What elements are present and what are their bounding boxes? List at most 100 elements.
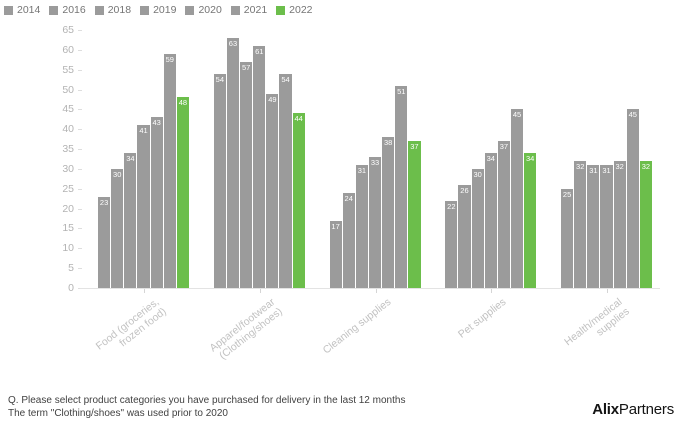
- bar-2014-pet-supplies: 22: [445, 200, 458, 288]
- bar-2020-food-groceries-frozen-food: 43: [150, 117, 163, 288]
- y-axis-tick-mark: [78, 228, 82, 230]
- legend-swatch-icon: [276, 5, 286, 15]
- x-axis-tick-mark: [259, 289, 261, 293]
- bar-2020-cleaning-supplies: 38: [382, 137, 395, 288]
- bar-2021-pet-supplies: 45: [510, 109, 524, 288]
- legend-item-2016: 2016: [49, 4, 86, 16]
- legend-label: 2019: [153, 4, 177, 16]
- bar-value-label: 25: [562, 189, 572, 199]
- y-axis-tick-label: 65: [62, 24, 74, 36]
- logo-text-regular: Partners: [618, 401, 674, 418]
- bar-2014-food-groceries-frozen-food: 23: [98, 196, 111, 288]
- bar-2022-cleaning-supplies: 37: [408, 141, 421, 288]
- category-label-pet-supplies: Pet supplies: [456, 296, 509, 341]
- legend-item-2020: 2020: [185, 4, 222, 16]
- legend-item-2021: 2021: [230, 4, 268, 16]
- bar-value-label: 31: [357, 165, 367, 175]
- category-label-health-medical-supplies: Health/medical supplies: [562, 296, 632, 349]
- bar-2018-cleaning-supplies: 31: [355, 164, 368, 288]
- bar-value-label: 23: [99, 197, 109, 207]
- legend-label: 2014: [17, 4, 41, 16]
- bar-value-label: 54: [281, 74, 290, 84]
- bar-2022-pet-supplies: 34: [524, 153, 537, 288]
- footnote-question: Q. Please select product categories you …: [8, 395, 406, 406]
- bar-value-label: 44: [294, 114, 303, 124]
- bar-value-label: 17: [331, 221, 340, 231]
- bar-2014-health-medical-supplies: 25: [561, 188, 574, 288]
- legend-swatch-icon: [185, 5, 195, 15]
- bar-value-label: 38: [383, 138, 393, 148]
- x-axis-line: [80, 288, 660, 289]
- bar-value-label: 37: [410, 142, 419, 152]
- y-axis-tick-label: 15: [62, 222, 74, 235]
- bar-2022-health-medical-supplies: 32: [639, 160, 653, 288]
- x-axis-tick-mark: [375, 289, 377, 293]
- bar-value-label: 54: [215, 74, 225, 84]
- bar-2021-cleaning-supplies: 51: [395, 85, 408, 288]
- bar-value-label: 51: [397, 86, 406, 96]
- bar-2016-food-groceries-frozen-food: 30: [111, 168, 124, 288]
- y-axis-tick-mark: [78, 69, 82, 71]
- footnote: Q. Please select product categories you …: [8, 394, 405, 420]
- logo-text-bold: Alix: [592, 401, 619, 418]
- bar-2021-health-medical-supplies: 45: [626, 109, 639, 288]
- legend-swatch-icon: [49, 5, 59, 15]
- y-axis-tick-label: 30: [62, 162, 74, 175]
- x-axis-tick-mark: [491, 289, 493, 293]
- footnote-note: The term "Clothing/shoes" was used prior…: [8, 408, 228, 419]
- y-axis-tick-label: 50: [62, 83, 74, 96]
- y-axis-tick-mark: [78, 149, 82, 151]
- y-axis-tick-mark: [78, 168, 82, 170]
- bar-value-label: 45: [628, 110, 637, 120]
- legend-label: 2016: [62, 4, 86, 16]
- bar-value-label: 33: [370, 158, 380, 167]
- bar-value-label: 41: [139, 126, 148, 136]
- y-axis-tick-label: 10: [62, 242, 74, 255]
- y-axis-tick-mark: [78, 30, 82, 31]
- bar-2022-food-groceries-frozen-food: 48: [176, 97, 190, 288]
- bar-value-label: 32: [615, 161, 624, 171]
- bar-value-label: 32: [576, 161, 585, 171]
- y-axis-tick-mark: [78, 268, 82, 270]
- alixpartners-logo: AlixPartners: [592, 401, 674, 418]
- bar-value-label: 37: [499, 142, 509, 152]
- y-axis-tick-label: 45: [62, 103, 74, 116]
- bar-value-label: 59: [165, 54, 174, 64]
- bar-2016-pet-supplies: 26: [458, 184, 471, 288]
- bar-value-label: 31: [589, 165, 598, 175]
- legend-label: 2021: [243, 4, 268, 16]
- y-axis-tick-label: 0: [68, 282, 74, 294]
- y-axis-tick-mark: [78, 208, 82, 210]
- bar-2014-apparel-footwear-clothing-shoes: 54: [213, 73, 226, 288]
- bar-2019-pet-supplies: 34: [484, 153, 497, 288]
- bar-value-label: 34: [486, 154, 495, 164]
- y-axis-tick-label: 5: [68, 262, 74, 275]
- legend-swatch-icon: [94, 5, 104, 15]
- category-label-apparel-footwear-clothing-shoes: Apparel/footwear (Clothing/shoes): [207, 296, 285, 362]
- bar-value-label: 24: [344, 193, 353, 203]
- legend-item-2019: 2019: [140, 4, 176, 16]
- category-label-cleaning-supplies: Cleaning supplies: [320, 296, 393, 357]
- bar-2021-food-groceries-frozen-food: 59: [163, 53, 176, 288]
- bar-2018-pet-supplies: 30: [471, 168, 484, 288]
- x-axis-tick-mark: [144, 289, 145, 293]
- y-axis-tick-mark: [78, 89, 82, 91]
- bar-2020-pet-supplies: 37: [497, 141, 510, 288]
- y-axis-tick-label: 60: [62, 43, 74, 56]
- y-axis-tick-mark: [78, 248, 82, 250]
- y-axis-tick-mark: [78, 49, 82, 51]
- bar-2014-cleaning-supplies: 17: [329, 220, 342, 288]
- bar-value-label: 45: [512, 110, 522, 120]
- bar-value-label: 22: [447, 201, 456, 211]
- legend-label: 2018: [107, 4, 132, 16]
- bar-value-label: 48: [178, 98, 188, 108]
- bar-value-label: 61: [255, 46, 264, 56]
- bar-2018-apparel-footwear-clothing-shoes: 57: [240, 61, 253, 288]
- y-axis-tick-label: 25: [62, 182, 74, 195]
- bar-value-label: 49: [268, 94, 277, 104]
- bar-2019-food-groceries-frozen-food: 41: [137, 125, 150, 288]
- bar-2018-food-groceries-frozen-food: 34: [124, 153, 137, 288]
- legend-item-2022: 2022: [276, 4, 313, 16]
